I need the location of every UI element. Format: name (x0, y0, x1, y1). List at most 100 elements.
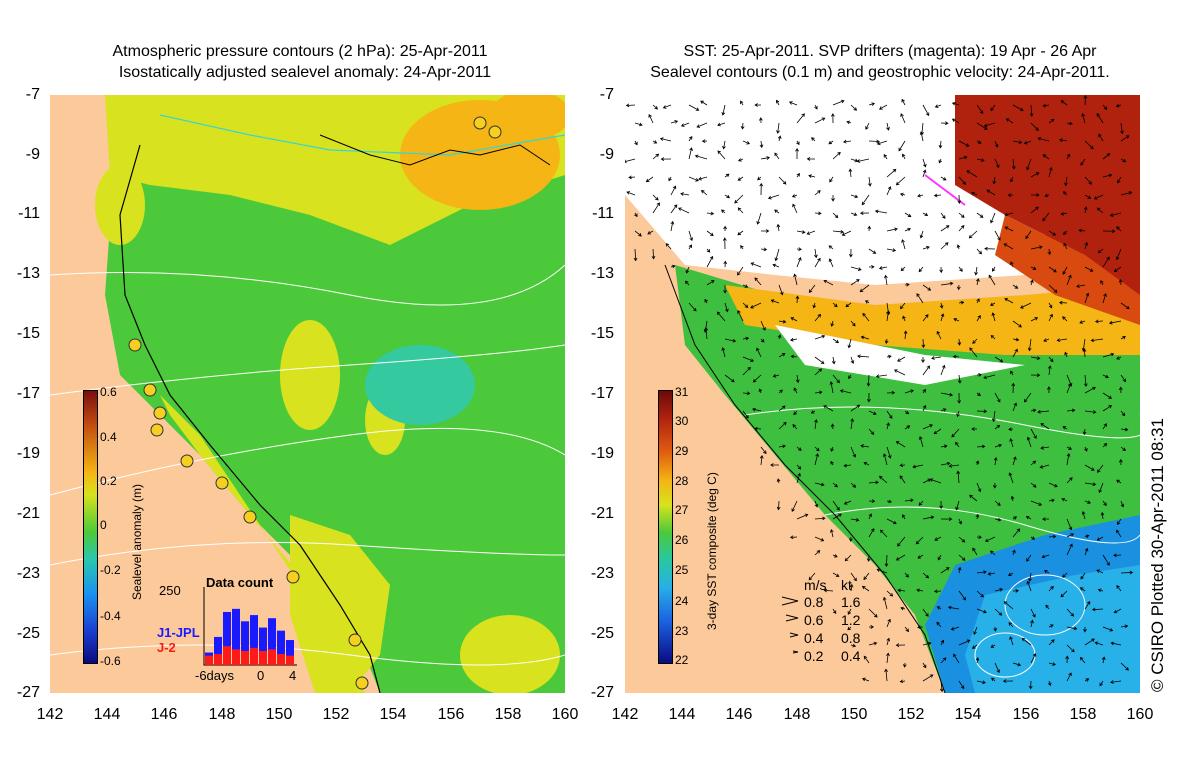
velocity-arrow (976, 298, 980, 304)
velocity-arrow (1120, 191, 1133, 196)
velocity-arrow (814, 190, 821, 196)
velocity-arrow (1120, 122, 1124, 135)
velocity-arrow (750, 302, 762, 309)
right-cbar-tick: 22 (675, 653, 689, 667)
velocity-arrow (740, 245, 744, 250)
velocity-arrow (921, 338, 926, 349)
velocity-arrow (904, 282, 910, 287)
velocity-arrow (886, 637, 891, 646)
velocity-arrow (723, 225, 727, 232)
velocity-arrow (984, 536, 996, 543)
velocity-arrow (752, 407, 762, 412)
velocity-arrow (814, 446, 820, 452)
velocity-arrow (1116, 529, 1122, 538)
velocity-arrow (775, 99, 780, 106)
right-cbar-tick: 23 (675, 624, 689, 638)
velocity-arrow (940, 392, 954, 397)
velocity-arrow (796, 464, 802, 470)
velocity-arrow (848, 536, 853, 542)
velocity-arrow (832, 99, 845, 106)
velocity-arrow (1062, 266, 1068, 275)
right-xtick: 158 (1069, 706, 1097, 723)
velocity-arrow (633, 248, 638, 262)
velocity-arrow (900, 302, 906, 310)
velocity-arrow (1040, 446, 1050, 450)
velocity-arrow (868, 410, 877, 415)
right-title-line2: Sealevel contours (0.1 m) and geostrophi… (650, 64, 1110, 81)
velocity-arrow (790, 317, 798, 322)
velocity-arrow (874, 209, 888, 214)
velocity-arrow (1094, 319, 1104, 324)
velocity-arrow (1102, 229, 1116, 234)
velocity-arrow (832, 482, 838, 488)
velocity-arrow (716, 311, 726, 322)
velocity-arrow (1048, 662, 1056, 666)
pressure-contour (50, 644, 565, 666)
velocity-arrow (1093, 194, 1104, 200)
inset-xtick: -6days (195, 668, 235, 683)
velocity-arrow (1084, 266, 1094, 272)
velocity-legend-kt: 0.8 (841, 630, 861, 646)
right-title-line1: SST: 25-Apr-2011. SVP drifters (magenta)… (683, 43, 1097, 60)
velocity-arrow (850, 572, 857, 582)
velocity-arrow (859, 211, 870, 216)
velocity-arrow (897, 536, 906, 547)
velocity-arrow (918, 500, 924, 506)
velocity-arrow (796, 513, 809, 520)
velocity-arrow (1101, 656, 1106, 664)
velocity-arrow (884, 338, 889, 345)
velocity-arrow (1066, 408, 1076, 413)
velocity-arrow (868, 248, 877, 254)
velocity-arrow (867, 392, 871, 403)
velocity-arrow (934, 536, 942, 541)
velocity-arrow (1030, 536, 1036, 540)
velocity-arrow (976, 570, 987, 574)
velocity-arrow (1058, 300, 1068, 305)
velocity-arrow (1030, 356, 1041, 360)
velocity-arrow (778, 319, 787, 324)
velocity-arrow (778, 353, 786, 358)
velocity-arrow (900, 113, 906, 124)
velocity-arrow (850, 320, 856, 327)
velocity-arrow (774, 152, 780, 160)
velocity-arrow (1080, 572, 1086, 580)
velocity-arrow (922, 314, 929, 322)
velocity-arrow (1084, 482, 1097, 487)
velocity-arrow (929, 478, 942, 484)
right-cbar-tick: 26 (675, 533, 689, 547)
velocity-arrow (1045, 604, 1050, 610)
velocity-arrow (1042, 212, 1050, 222)
velocity-arrow (901, 98, 906, 106)
histogram-bar-j1 (277, 630, 285, 665)
velocity-arrow (1066, 518, 1073, 531)
left-map-panel (50, 95, 565, 693)
velocity-arrow (760, 446, 767, 455)
velocity-arrow (868, 528, 875, 538)
velocity-arrow (724, 338, 737, 343)
velocity-arrow (939, 302, 944, 309)
velocity-arrow (895, 554, 906, 561)
velocity-arrow (1066, 672, 1072, 682)
velocity-arrow (955, 500, 960, 511)
velocity-arrow (1097, 588, 1104, 593)
velocity-arrow (922, 158, 927, 168)
coastal-band (160, 395, 365, 693)
velocity-arrow (680, 122, 690, 127)
velocity-arrow (938, 140, 943, 149)
velocity-arrow (1102, 153, 1111, 160)
velocity-arrow (685, 266, 690, 274)
velocity-arrow (1021, 637, 1032, 646)
velocity-arrow (940, 657, 947, 664)
histogram-bar-j2 (232, 649, 240, 665)
velocity-arrow (842, 139, 852, 144)
velocity-arrow (634, 230, 642, 237)
velocity-arrow (899, 679, 906, 684)
velocity-arrow (992, 482, 997, 489)
velocity-arrow (1026, 436, 1032, 448)
velocity-arrow (828, 245, 834, 250)
velocity-arrow (788, 101, 798, 106)
velocity-arrow (1084, 678, 1090, 682)
right-cbar-tick: 27 (675, 503, 689, 517)
velocity-arrow (1117, 176, 1122, 184)
velocity-arrow (1082, 348, 1087, 358)
